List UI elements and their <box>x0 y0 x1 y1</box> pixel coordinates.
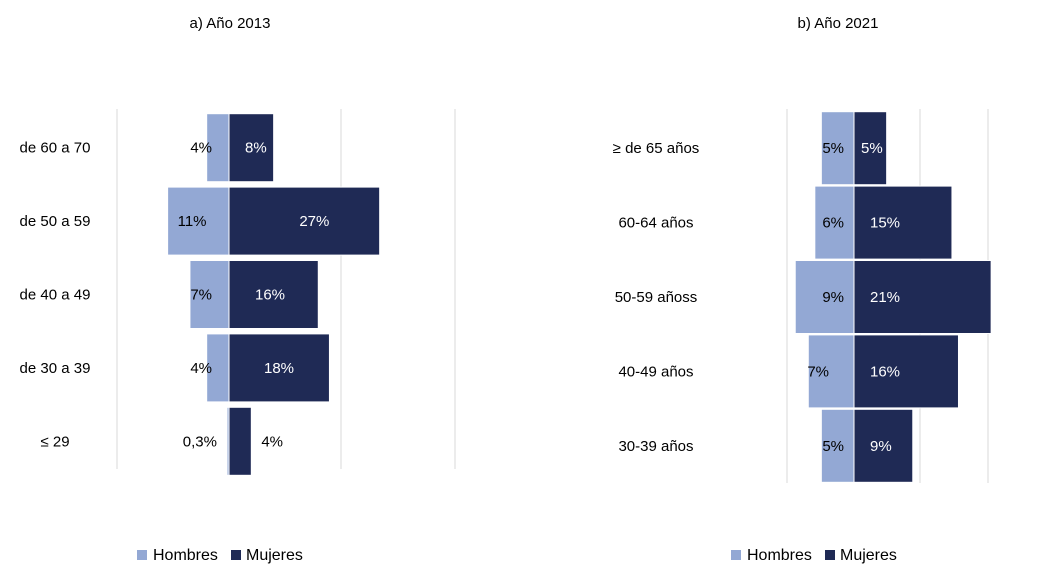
legend-label-hombres: Hombres <box>153 547 218 564</box>
data-label-mujeres: 4% <box>261 433 283 450</box>
legend: Hombres Mujeres <box>137 547 303 564</box>
bar-mujeres <box>853 260 992 334</box>
bar-mujeres <box>853 334 959 409</box>
bar-mujeres <box>228 406 252 476</box>
bar-mujeres <box>853 111 888 186</box>
legend-label-mujeres: Mujeres <box>840 547 897 564</box>
data-label-mujeres: 16% <box>255 287 285 304</box>
chart-title: a) Año 2013 <box>190 15 271 32</box>
category-label: 60-64 años <box>618 215 693 232</box>
category-label: 50-59 añoss <box>615 289 698 306</box>
data-label-hombres: 5% <box>822 140 844 157</box>
data-label-hombres: 4% <box>190 360 212 377</box>
bar-hombres <box>820 408 855 483</box>
category-label: 40-49 años <box>618 363 693 380</box>
data-label-mujeres: 9% <box>870 438 892 455</box>
bar-mujeres <box>228 260 319 329</box>
bar-mujeres <box>228 113 275 183</box>
data-label-mujeres: 5% <box>861 140 883 157</box>
bar-mujeres <box>853 408 914 483</box>
data-label-hombres: 5% <box>822 438 844 455</box>
data-label-hombres: 0,3% <box>183 433 217 450</box>
data-label-mujeres: 21% <box>870 289 900 306</box>
category-label: de 50 a 59 <box>20 213 91 230</box>
data-label-hombres: 7% <box>190 287 212 304</box>
legend-swatch-hombres <box>137 550 147 560</box>
bar-mujeres <box>853 185 953 260</box>
category-label: de 30 a 39 <box>20 360 91 377</box>
data-label-hombres: 9% <box>822 289 844 306</box>
data-label-hombres: 6% <box>822 215 844 232</box>
chart-a: a) Año 2013 de 60 a 70 4% 8% de 50 a 59 11% 27… <box>20 15 456 564</box>
data-label-hombres: 7% <box>807 363 829 380</box>
bar-hombres <box>820 111 855 186</box>
category-label: ≥ de 65 años <box>613 140 700 157</box>
data-label-mujeres: 27% <box>299 213 329 230</box>
chart-b: b) Año 2021 ≥ de 65 años 5% 5% 60-64 años 6% 1… <box>613 15 992 564</box>
data-label-mujeres: 15% <box>870 215 900 232</box>
legend-swatch-hombres <box>731 550 741 560</box>
category-label: 30-39 años <box>618 438 693 455</box>
bar-mujeres <box>228 186 381 256</box>
data-label-hombres: 11% <box>178 213 207 230</box>
bar-mujeres <box>228 333 330 403</box>
legend-swatch-mujeres <box>231 550 241 560</box>
data-label-mujeres: 16% <box>870 363 900 380</box>
legend-label-mujeres: Mujeres <box>246 547 303 564</box>
legend: Hombres Mujeres <box>731 547 897 564</box>
category-label: de 60 a 70 <box>20 140 91 157</box>
chart-title: b) Año 2021 <box>798 15 879 32</box>
category-label: ≤ 29 <box>40 433 69 450</box>
bar-hombres <box>814 185 855 260</box>
legend-swatch-mujeres <box>825 550 835 560</box>
category-label: de 40 a 49 <box>20 287 91 304</box>
data-label-mujeres: 8% <box>245 140 267 157</box>
bar-hombres <box>189 260 230 329</box>
data-label-hombres: 4% <box>190 140 212 157</box>
data-label-mujeres: 18% <box>264 360 294 377</box>
legend-label-hombres: Hombres <box>747 547 812 564</box>
